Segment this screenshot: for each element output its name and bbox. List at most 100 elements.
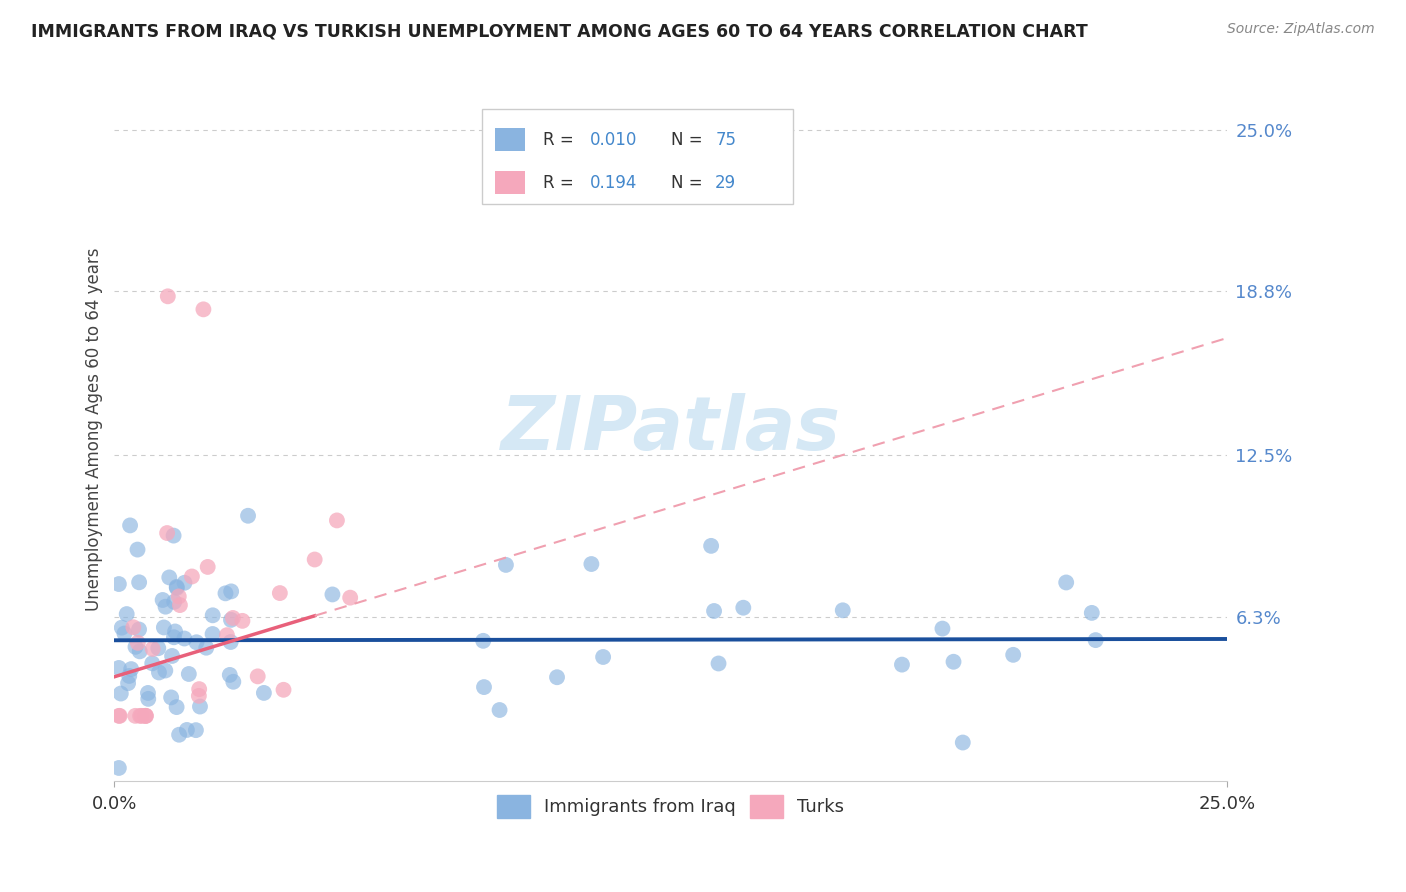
Point (942, 655, 965, 669)
Point (141, 657, 163, 671)
Point (188, 682, 211, 697)
Point (931, 622, 953, 636)
Point (246, 669, 269, 683)
Text: ZIPatlas: ZIPatlas (501, 392, 841, 466)
Point (122, 620, 145, 634)
Point (111, 621, 134, 635)
Point (148, 641, 170, 656)
Point (108, 709, 131, 723)
Point (157, 570, 180, 584)
Point (201, 608, 224, 623)
Bar (482, 109, 793, 204)
Point (128, 575, 150, 590)
Point (135, 709, 157, 723)
Text: N =: N = (671, 174, 707, 192)
Point (134, 709, 156, 723)
Point (269, 586, 291, 600)
Point (201, 627, 224, 641)
Point (167, 728, 190, 742)
Point (231, 614, 253, 628)
Point (108, 577, 131, 591)
Point (219, 613, 242, 627)
Point (114, 626, 136, 640)
Text: R =: R = (543, 131, 579, 150)
Point (472, 680, 495, 694)
Point (253, 686, 276, 700)
Point (108, 761, 131, 775)
Point (136, 691, 159, 706)
Point (153, 620, 176, 634)
Point (1002, 648, 1025, 662)
Text: 0.010: 0.010 (589, 131, 637, 150)
Point (707, 657, 730, 671)
Point (148, 665, 170, 680)
Point (180, 569, 202, 583)
Point (321, 587, 343, 601)
Point (219, 584, 242, 599)
Point (1084, 633, 1107, 648)
Point (222, 674, 245, 689)
Point (127, 636, 149, 650)
Point (118, 669, 141, 683)
Point (110, 687, 132, 701)
Point (129, 709, 152, 723)
Point (108, 661, 131, 675)
Point (124, 709, 146, 723)
Point (236, 508, 259, 523)
Point (488, 703, 510, 717)
Point (162, 528, 184, 542)
Point (592, 650, 614, 665)
Point (173, 575, 195, 590)
Point (304, 552, 326, 566)
Point (339, 591, 361, 605)
Point (193, 302, 215, 317)
Point (1081, 606, 1104, 620)
Bar (495, 170, 524, 194)
Text: N =: N = (671, 131, 707, 150)
Text: R =: R = (543, 174, 579, 192)
Point (177, 667, 200, 681)
Text: 0.194: 0.194 (589, 174, 637, 192)
Point (581, 557, 603, 571)
Point (733, 600, 755, 615)
Point (165, 624, 187, 639)
Point (124, 640, 146, 654)
Point (197, 560, 219, 574)
Point (218, 668, 240, 682)
Point (186, 635, 208, 649)
Point (166, 700, 188, 714)
Point (219, 635, 242, 649)
Point (156, 526, 179, 541)
Point (163, 595, 186, 609)
Y-axis label: Unemployment Among Ages 60 to 64 years: Unemployment Among Ages 60 to 64 years (86, 247, 103, 611)
Text: 29: 29 (716, 174, 737, 192)
Point (184, 723, 207, 738)
Point (176, 723, 198, 737)
Point (831, 603, 853, 617)
Point (166, 581, 188, 595)
Point (155, 664, 177, 678)
Point (117, 676, 139, 690)
Point (163, 630, 186, 644)
Point (128, 644, 150, 658)
Point (700, 539, 723, 553)
Point (136, 686, 159, 700)
Point (195, 640, 218, 655)
Point (152, 593, 174, 607)
Text: IMMIGRANTS FROM IRAQ VS TURKISH UNEMPLOYMENT AMONG AGES 60 TO 64 YEARS CORRELATI: IMMIGRANTS FROM IRAQ VS TURKISH UNEMPLOY… (31, 22, 1088, 40)
Text: Source: ZipAtlas.com: Source: ZipAtlas.com (1227, 22, 1375, 37)
Point (215, 628, 238, 642)
Point (142, 641, 165, 656)
Point (160, 648, 183, 663)
Point (495, 558, 517, 572)
Point (546, 670, 568, 684)
Point (166, 580, 188, 594)
Point (952, 735, 974, 749)
Point (128, 623, 150, 637)
Point (167, 590, 190, 604)
Point (326, 513, 349, 527)
Point (891, 657, 914, 672)
Point (155, 599, 177, 614)
Point (187, 689, 209, 703)
Point (108, 709, 131, 723)
